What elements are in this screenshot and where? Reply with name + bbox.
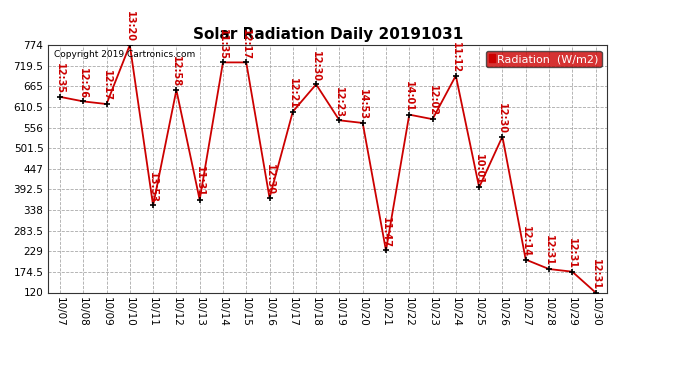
Text: 13:53: 13:53 xyxy=(148,172,158,202)
Text: 12:30: 12:30 xyxy=(311,51,321,82)
Text: 11:31: 11:31 xyxy=(195,166,205,197)
Text: 12:31: 12:31 xyxy=(544,235,554,266)
Text: 12:30: 12:30 xyxy=(264,164,275,195)
Legend: Radiation  (W/m2): Radiation (W/m2) xyxy=(486,51,602,68)
Text: 11:12: 11:12 xyxy=(451,42,461,73)
Text: 12:17: 12:17 xyxy=(101,70,112,101)
Text: 12:21: 12:21 xyxy=(288,78,298,109)
Text: 10:01: 10:01 xyxy=(474,153,484,184)
Title: Solar Radiation Daily 20191031: Solar Radiation Daily 20191031 xyxy=(193,27,463,42)
Text: 12:30: 12:30 xyxy=(497,103,507,134)
Text: 14:53: 14:53 xyxy=(357,89,368,120)
Text: 12:14: 12:14 xyxy=(521,226,531,257)
Text: 12:17: 12:17 xyxy=(241,28,251,60)
Text: 14:01: 14:01 xyxy=(404,81,414,112)
Text: 12:26: 12:26 xyxy=(78,68,88,99)
Text: 12:31: 12:31 xyxy=(567,238,578,269)
Text: 11:47: 11:47 xyxy=(381,217,391,248)
Text: 11:35: 11:35 xyxy=(218,28,228,60)
Text: 12:58: 12:58 xyxy=(171,56,181,87)
Text: 12:02: 12:02 xyxy=(428,86,437,116)
Text: 12:35: 12:35 xyxy=(55,63,65,94)
Text: 12:23: 12:23 xyxy=(335,87,344,117)
Text: 12:31: 12:31 xyxy=(591,259,600,290)
Text: Copyright 2019 Cartronics.com: Copyright 2019 Cartronics.com xyxy=(54,50,195,59)
Text: 13:20: 13:20 xyxy=(125,11,135,42)
